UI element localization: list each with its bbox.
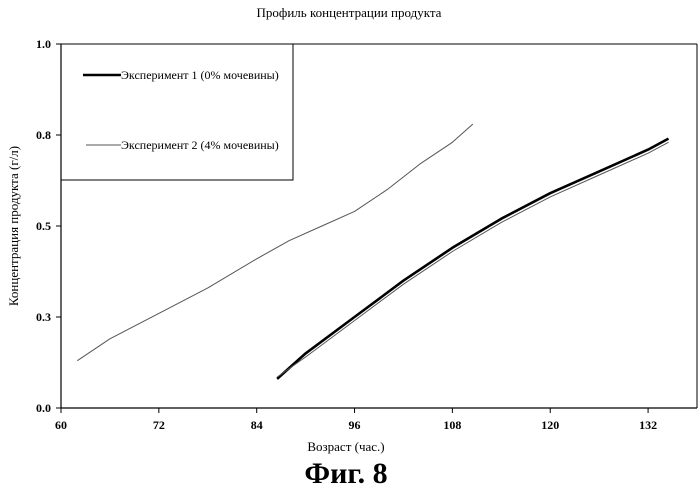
y-tick-label: 0.8 xyxy=(36,128,51,142)
x-axis-label: Возраст (час.) xyxy=(307,439,384,454)
y-tick-label: 0.5 xyxy=(36,219,51,233)
legend: Эксперимент 1 (0% мочевины) Эксперимент … xyxy=(61,44,293,180)
series-layer xyxy=(77,124,668,379)
x-tick-label: 96 xyxy=(349,418,361,432)
x-tick-label: 108 xyxy=(443,418,461,432)
series-line-3 xyxy=(277,142,668,377)
plot-area xyxy=(61,44,697,408)
legend-box xyxy=(61,44,293,180)
x-tick-label: 60 xyxy=(55,418,67,432)
legend-label-1: Эксперимент 1 (0% мочевины) xyxy=(121,68,279,82)
x-tick-label: 120 xyxy=(541,418,559,432)
series-line-2 xyxy=(77,124,473,361)
x-tick-label: 132 xyxy=(639,418,657,432)
y-tick-label: 0.3 xyxy=(36,310,51,324)
series-line-1 xyxy=(277,139,668,379)
chart-title: Профиль концентрации продукта xyxy=(257,5,442,20)
y-ticks: 0.0 0.3 0.5 0.8 1.0 xyxy=(36,37,61,415)
y-tick-label: 1.0 xyxy=(36,37,51,51)
x-tick-label: 84 xyxy=(251,418,263,432)
x-ticks: 60 72 84 96 108 120 132 xyxy=(55,408,657,432)
y-axis-label: Концентрация продукта (г/л) xyxy=(6,146,21,306)
figure-caption: Фиг. 8 xyxy=(304,457,387,490)
y-tick-label: 0.0 xyxy=(36,401,51,415)
legend-label-2: Эксперимент 2 (4% мочевины) xyxy=(121,138,279,152)
x-tick-label: 72 xyxy=(153,418,165,432)
